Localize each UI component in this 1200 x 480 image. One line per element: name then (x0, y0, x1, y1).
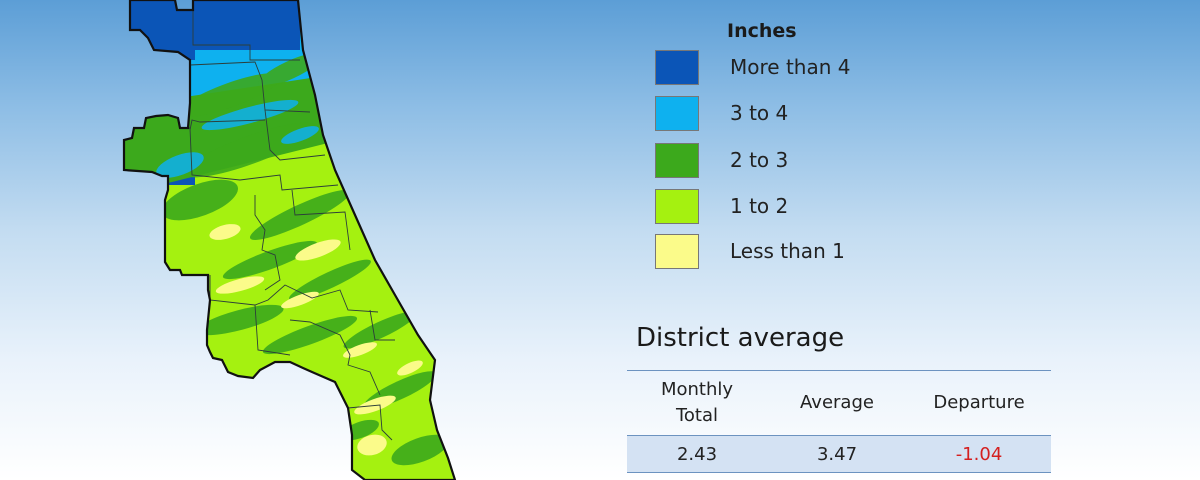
legend-item-more-than-4: More than 4 (655, 50, 955, 88)
legend-swatch (655, 189, 699, 224)
value-monthly-total: 2.43 (627, 435, 767, 473)
legend-label: More than 4 (730, 55, 851, 79)
legend-item-2-to-3: 2 to 3 (655, 143, 955, 181)
value-departure: -1.04 (907, 435, 1051, 473)
table-header-row: Monthly Total Average Departure (627, 370, 1051, 436)
legend-title: Inches (727, 20, 797, 42)
legend-swatch (655, 234, 699, 269)
header-average: Average (767, 370, 907, 436)
legend-item-3-to-4: 3 to 4 (655, 96, 955, 134)
legend-item-1-to-2: 1 to 2 (655, 189, 955, 227)
district-average-title: District average (636, 323, 845, 353)
legend-label: 1 to 2 (730, 194, 789, 218)
legend-swatch (655, 143, 699, 178)
table-row: 2.43 3.47 -1.04 (627, 435, 1051, 473)
header-departure: Departure (907, 370, 1051, 436)
district-average-table: Monthly Total Average Departure 2.43 3.47… (627, 370, 1051, 473)
legend-label: 3 to 4 (730, 101, 789, 125)
legend-item-less-than-1: Less than 1 (655, 234, 955, 272)
legend-label: 2 to 3 (730, 148, 789, 172)
legend-swatch (655, 96, 699, 131)
header-monthly-total: Monthly Total (627, 370, 767, 436)
legend-label: Less than 1 (730, 239, 845, 263)
legend-swatch (655, 50, 699, 85)
value-average: 3.47 (767, 435, 907, 473)
